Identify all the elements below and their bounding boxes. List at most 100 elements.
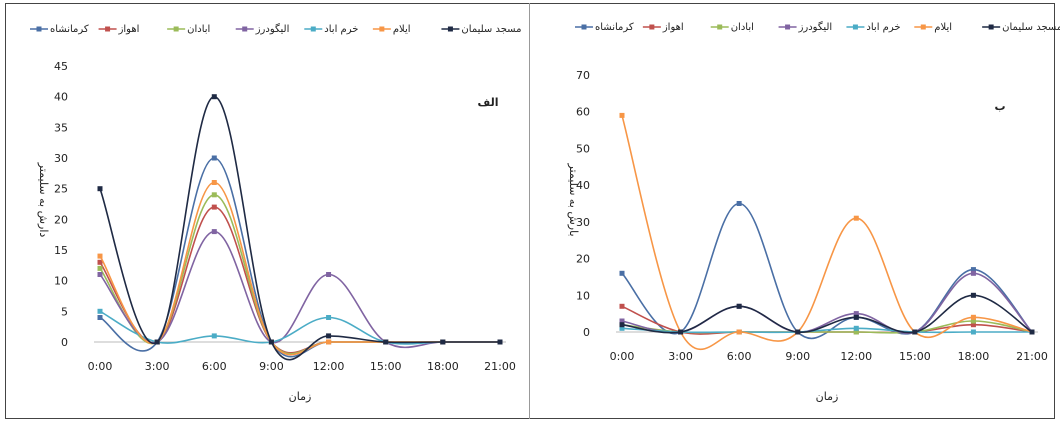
y-tick-label: 0	[583, 326, 590, 339]
data-point	[970, 329, 976, 335]
data-point	[97, 186, 103, 192]
panel-label: ب	[994, 100, 1005, 113]
data-point	[970, 322, 976, 328]
legend-label: کرمانشاه	[50, 24, 89, 35]
legend: کرمانشاه اهواز ابادان الیگودرز خرم اباد ایلام…	[575, 21, 1060, 33]
data-point	[619, 270, 625, 276]
legend-label: کرمانشاه	[595, 22, 634, 33]
legend: کرمانشاه اهواز ابادان الیگودرز خرم اباد ایلام…	[30, 23, 521, 35]
data-point	[326, 315, 332, 320]
legend-marker	[310, 26, 316, 32]
legend-marker	[36, 26, 42, 32]
data-point	[853, 215, 859, 221]
x-tick-label: 6:00	[727, 350, 752, 363]
data-point	[326, 333, 332, 339]
legend-marker	[852, 24, 858, 30]
x-tick-label: 12:00	[840, 350, 872, 363]
data-point	[853, 325, 859, 331]
y-tick-label: 30	[54, 152, 68, 165]
series-line-4	[621, 327, 1032, 334]
chart-panel-alef: 0 5 10 15 20 25 30 35 40 45 0:00 3:00 6:00 9:00 12:00 1…	[0, 0, 530, 423]
y-tick-label: 10	[576, 289, 590, 302]
x-tick-label: 3:00	[668, 350, 693, 363]
series-line-1	[99, 206, 500, 354]
data-point	[268, 339, 274, 345]
data-point	[619, 318, 625, 324]
series-line-0	[621, 202, 1033, 340]
data-point	[97, 308, 103, 314]
legend-marker	[785, 24, 791, 30]
data-point	[619, 303, 625, 309]
data-point	[853, 314, 859, 320]
data-point	[497, 339, 503, 345]
panel-divider	[529, 3, 530, 419]
legend-label: خرم اباد	[324, 24, 358, 35]
data-point	[736, 303, 742, 309]
data-point	[154, 339, 160, 345]
data-point	[736, 201, 742, 206]
y-tick-label: 10	[54, 275, 68, 288]
data-point	[619, 112, 625, 118]
data-point	[795, 329, 801, 335]
legend-label: مسجد سلیمان	[461, 24, 521, 35]
legend-marker	[379, 26, 385, 32]
x-tick-label: 21:00	[484, 360, 516, 373]
series-line-0	[99, 157, 500, 358]
series-line-2	[99, 194, 500, 355]
data-point	[97, 272, 103, 277]
series-line-6	[621, 294, 1033, 334]
y-tick-label: 25	[54, 183, 68, 196]
y-tick-label: 20	[576, 253, 590, 266]
data-point	[970, 292, 976, 298]
series-line-5	[621, 115, 1033, 351]
data-point	[440, 339, 446, 345]
legend-label: ایلام	[934, 22, 952, 33]
data-point	[1029, 329, 1035, 335]
legend-marker	[920, 24, 926, 30]
data-point	[383, 339, 389, 345]
data-point	[619, 322, 625, 328]
y-tick-label: 50	[576, 142, 590, 155]
x-tick-label: 9:00	[785, 350, 810, 363]
x-tick-label: 18:00	[427, 360, 459, 373]
series-line-6	[99, 95, 500, 361]
data-point	[211, 333, 217, 339]
y-tick-label: 0	[61, 336, 68, 349]
data-point	[211, 155, 217, 161]
legend-label: ایلام	[393, 24, 411, 35]
data-point	[97, 315, 103, 320]
data-point	[736, 329, 742, 335]
data-point	[678, 329, 684, 335]
data-point	[326, 272, 332, 277]
x-tick-label: 15:00	[370, 360, 402, 373]
x-tick-label: 0:00	[610, 350, 635, 363]
chart-svg-be: 0 10 20 30 40 50 60 70 0:00 3:00 6:00 9:00 12:00 15:0…	[567, 21, 1060, 403]
data-point	[211, 229, 217, 235]
y-tick-label: 40	[576, 179, 590, 192]
x-axis-title: زمان	[289, 390, 312, 403]
chart-svg-alef: 0 5 10 15 20 25 30 35 40 45 0:00 3:00 6:00 9:00 12:00 1…	[30, 23, 521, 403]
data-point	[853, 329, 859, 335]
y-axis-title: بارش به سلیمتر	[567, 162, 580, 236]
y-tick-label: 5	[61, 305, 68, 318]
data-point	[853, 311, 859, 317]
legend-label: اهواز	[118, 24, 140, 35]
figure-frame	[5, 3, 1055, 419]
y-tick-label: 70	[576, 69, 590, 82]
data-point	[97, 265, 103, 271]
data-point	[97, 259, 103, 265]
legend-label: ابادان	[187, 24, 210, 35]
y-axis-title: دارش به سلیمتر	[37, 162, 50, 238]
legend-label: مسجد سلیمان	[1002, 22, 1060, 33]
legend-label: خرم اباد	[866, 22, 900, 33]
series-line-3	[99, 230, 500, 349]
legend-label: ابادان	[731, 22, 754, 33]
data-point	[211, 94, 217, 100]
legend-marker	[447, 26, 453, 32]
x-tick-label: 0:00	[88, 360, 113, 373]
x-tick-label: 3:00	[145, 360, 170, 373]
chart-panel-be: 0 10 20 30 40 50 60 70 0:00 3:00 6:00 9:00 12:00 15:0…	[530, 0, 1060, 423]
legend-marker	[717, 24, 723, 30]
data-point	[211, 204, 217, 210]
legend-marker	[988, 24, 994, 30]
